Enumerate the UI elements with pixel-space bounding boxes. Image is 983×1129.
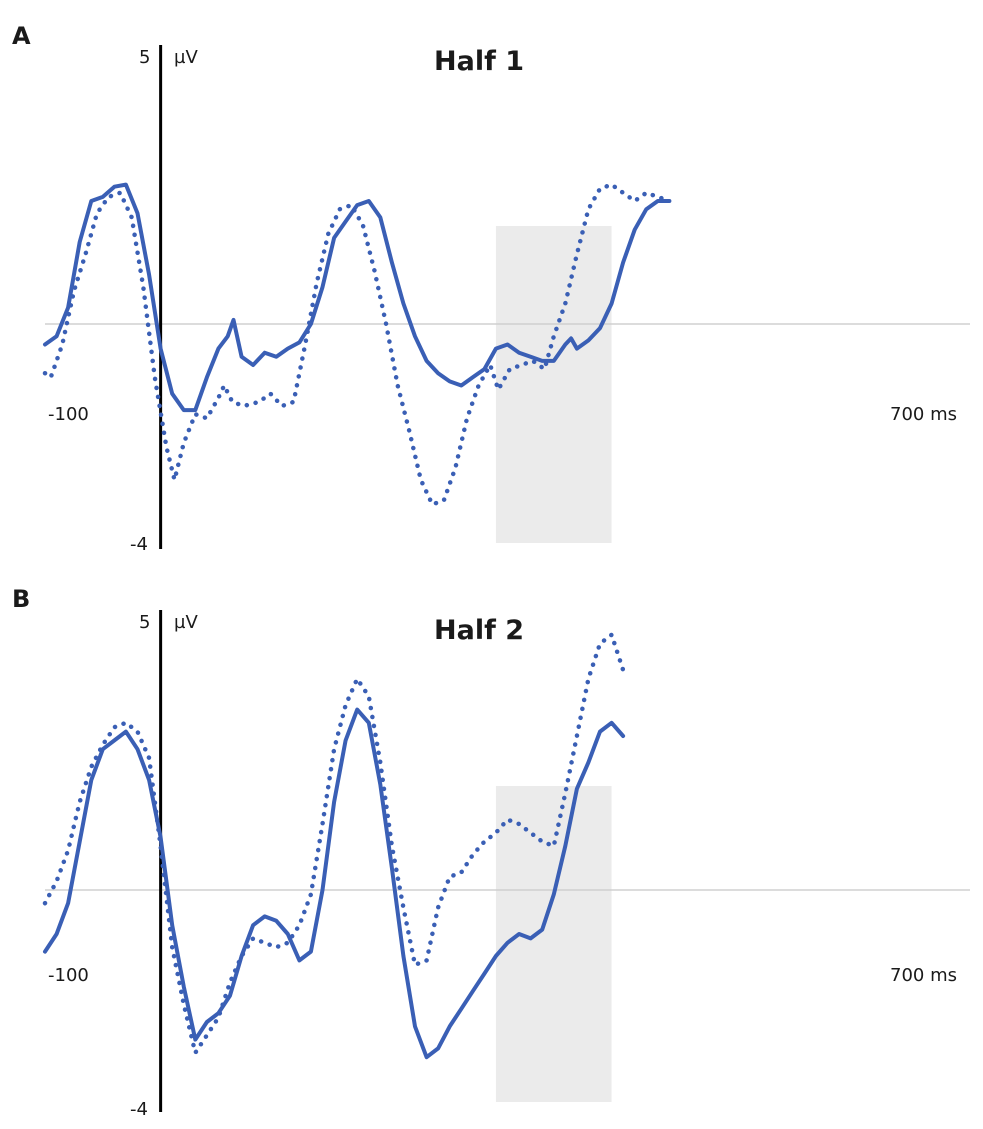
panel-letter-b: B (12, 585, 31, 613)
panel-b: B Half 2 5 µV -4 -100 700 ms (0, 565, 983, 1129)
panel-a: A Half 1 5 µV -4 -100 700 ms (12, 22, 970, 555)
plot-a (42, 45, 970, 549)
x-tick-right-b: 700 ms (890, 965, 957, 986)
series-solid-line (43, 182, 672, 413)
panel-title-b: Half 2 (434, 615, 525, 646)
y-axis-label-b: µV (174, 612, 198, 633)
x-tick-right-a: 700 ms (890, 404, 957, 425)
panel-letter-a: A (12, 22, 31, 50)
y-tick-bottom-b: -4 (130, 1099, 148, 1120)
y-tick-top-a: 5 (139, 47, 151, 68)
y-tick-bottom-a: -4 (130, 534, 148, 555)
panel-title-a: Half 1 (434, 46, 525, 77)
plot-b (42, 610, 970, 1112)
x-tick-left-a: -100 (48, 404, 89, 425)
highlight-window (495, 786, 612, 1102)
y-tick-top-b: 5 (139, 612, 151, 633)
y-axis-label-a: µV (174, 47, 198, 68)
x-tick-left-b: -100 (48, 965, 89, 986)
series-solid-line (43, 707, 626, 1060)
highlight-window (495, 226, 612, 543)
series-dotted-line (42, 632, 626, 1056)
